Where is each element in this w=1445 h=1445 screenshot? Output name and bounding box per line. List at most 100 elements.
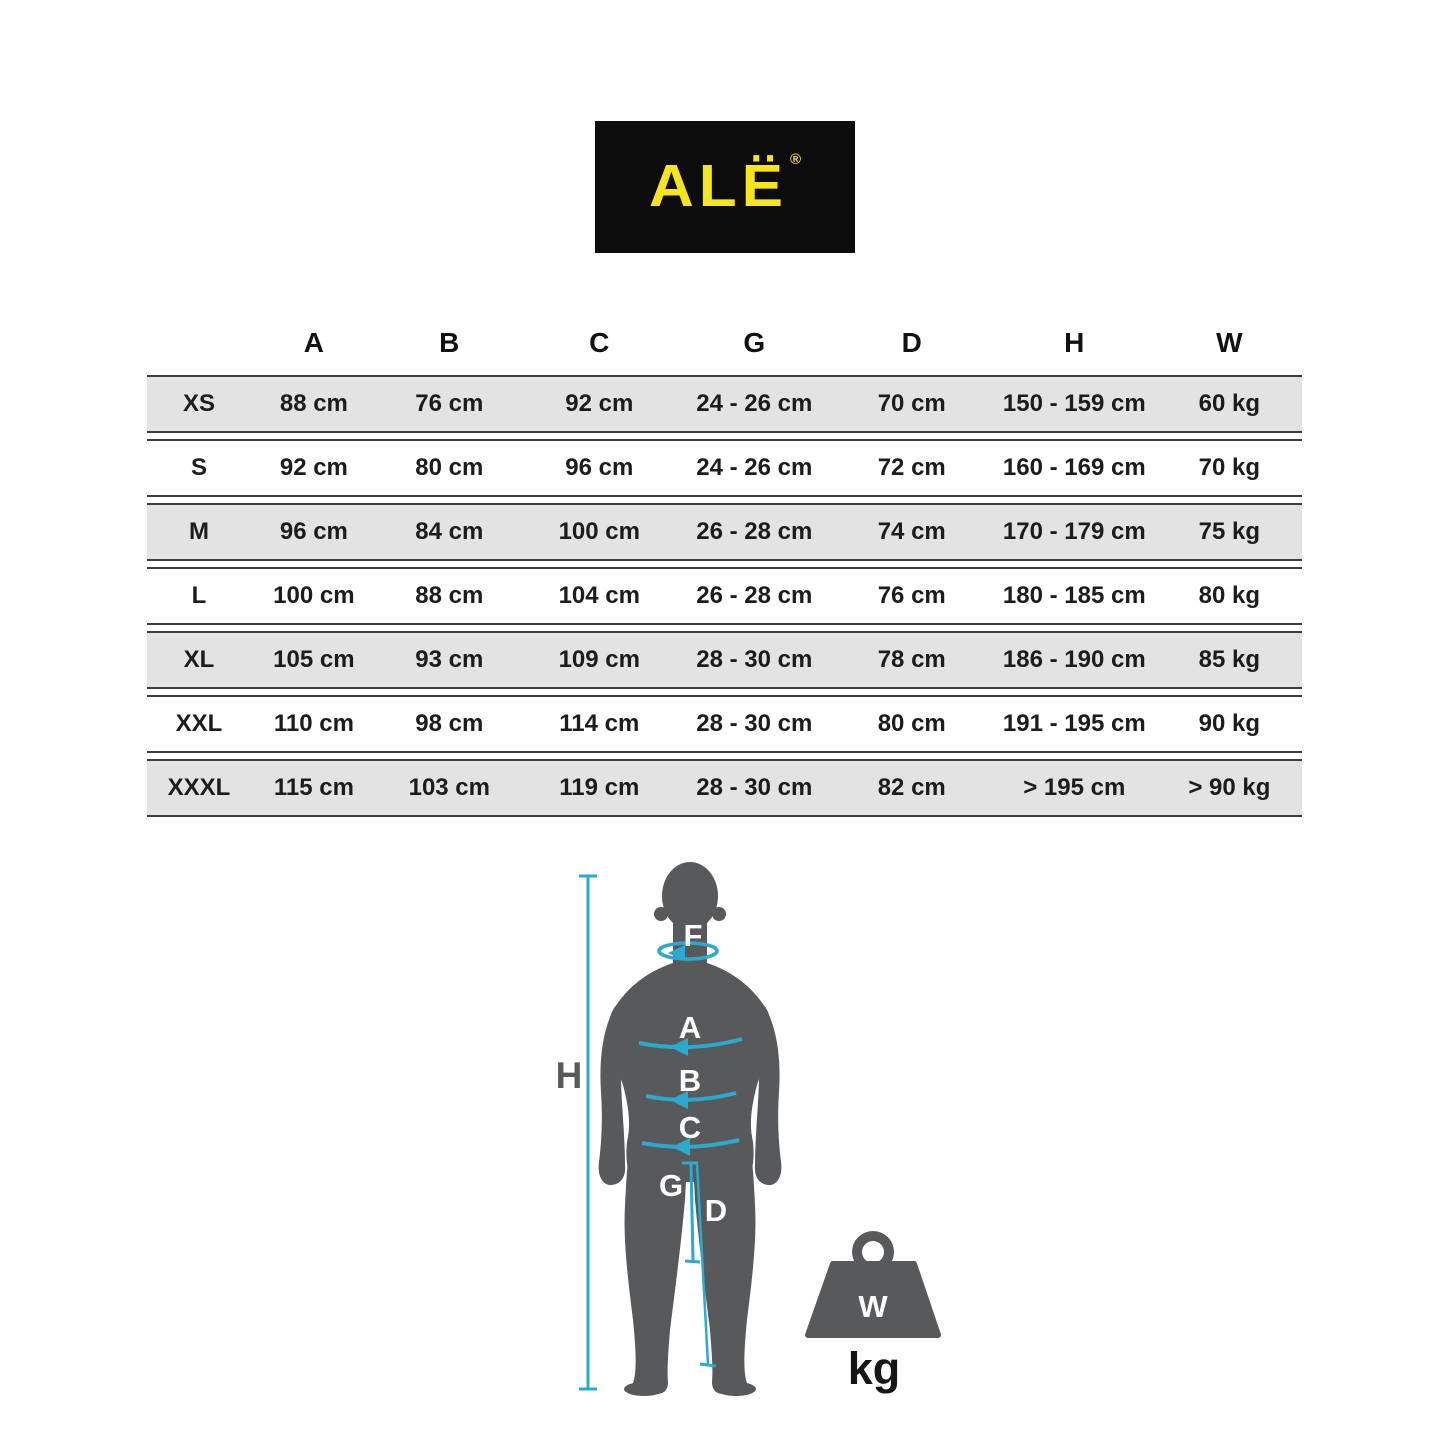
table-row: XXL 110 cm 98 cm 114 cm 28 - 30 cm 80 cm… [147,695,1302,753]
hip-line [641,1138,740,1149]
neck-label: F [684,918,703,953]
cell-h: > 195 cm [1023,774,1126,801]
weight-handle-hole [862,1241,884,1263]
measurement-marks [579,874,743,1391]
cell-h: 170 - 179 cm [1002,518,1146,545]
cell-d: 76 cm [877,582,946,609]
size-label: L [191,582,207,609]
cell-a: 88 cm [279,390,348,417]
cell-a: 105 cm [273,646,355,673]
cell-d: 82 cm [877,774,946,801]
cell-c: 119 cm [559,774,640,801]
weight-label: W [858,1289,888,1324]
cell-a: 115 cm [273,774,354,801]
cell-h: 186 - 190 cm [1002,646,1146,673]
cell-b: 76 cm [415,390,484,417]
cell-d: 74 cm [877,518,946,545]
cell-a: 110 cm [273,710,354,737]
torso [609,963,771,1182]
cell-h: 180 - 185 cm [1002,582,1146,609]
chest-label: A [679,1010,701,1045]
cell-h: 150 - 159 cm [1002,390,1146,417]
hips-label: C [679,1110,701,1145]
cell-d: 80 cm [877,710,946,737]
cell-b: 93 cm [415,646,484,673]
table-row: M 96 cm 84 cm 100 cm 26 - 28 cm 74 cm 17… [147,503,1302,561]
header-a: A [303,327,324,358]
waist-arrowhead [670,1091,688,1109]
thigh-label: G [659,1168,683,1203]
cell-w: 70 kg [1198,454,1261,481]
weight-icon: W [805,1231,941,1338]
weight-unit-label: kg [848,1343,901,1394]
cell-g: 26 - 28 cm [696,518,813,545]
waist-label: B [679,1063,701,1098]
brand-logo: ALË ® [595,121,855,253]
cell-a: 96 cm [279,518,348,545]
cell-w: 85 kg [1198,646,1261,673]
cell-c: 100 cm [558,518,640,545]
cell-c: 109 cm [558,646,640,673]
header-g: G [743,327,766,358]
chest-line [638,1037,743,1050]
size-label: XXXL [167,774,231,801]
body-silhouette [598,862,782,1396]
leg-left [624,1160,687,1394]
head [662,862,718,930]
cell-b: 98 cm [415,710,484,737]
cell-d: 72 cm [877,454,946,481]
size-label: S [190,454,207,481]
weight-body [805,1261,941,1338]
arm-right [750,1004,782,1186]
cell-a: 92 cm [279,454,348,481]
size-label: M [188,518,209,545]
cell-c: 104 cm [558,582,640,609]
cell-g: 28 - 30 cm [696,774,813,801]
header-w: W [1216,327,1243,358]
arm-left [598,1004,630,1186]
table-row: XXXL 115 cm 103 cm 119 cm 28 - 30 cm 82 … [147,759,1302,817]
foot-left [624,1382,664,1396]
leg-right [693,1160,756,1394]
size-table: A B C G D H W XS 88 cm 76 cm 92 cm 24 - … [147,318,1302,823]
cell-g: 24 - 26 cm [696,390,813,417]
chest-arrowhead [670,1038,688,1056]
table-row: S 92 cm 80 cm 96 cm 24 - 26 cm 72 cm 160… [147,439,1302,497]
cell-b: 103 cm [408,774,490,801]
cell-w: > 90 kg [1188,774,1271,801]
size-label: XS [182,390,215,417]
header-b: B [439,327,460,358]
neck-arrowhead [668,945,685,961]
cell-a: 100 cm [273,582,355,609]
foot-right [716,1382,756,1396]
inseam-label: D [705,1193,727,1228]
hip-arrowhead [672,1138,690,1156]
cell-w: 75 kg [1198,518,1261,545]
header-c: C [589,327,610,358]
inseam-line [695,1163,710,1365]
size-label: XL [183,646,215,673]
inseam-line-cap [699,1362,717,1368]
height-label: H [556,1055,583,1096]
registered-mark: ® [789,151,802,168]
cell-w: 80 kg [1198,582,1261,609]
ear-left [654,907,668,921]
neck-measure-ring [657,941,719,961]
cell-c: 92 cm [565,390,634,417]
cell-d: 78 cm [877,646,946,673]
cell-d: 70 cm [877,390,946,417]
cell-g: 28 - 30 cm [696,646,813,673]
table-row: L 100 cm 88 cm 104 cm 26 - 28 cm 76 cm 1… [147,567,1302,625]
cell-h: 160 - 169 cm [1002,454,1146,481]
cell-b: 80 cm [415,454,484,481]
size-label: XXL [175,710,223,737]
table-header-row: A B C G D H W [147,318,1302,368]
table-row: XL 105 cm 93 cm 109 cm 28 - 30 cm 78 cm … [147,631,1302,689]
thigh-line [689,1163,695,1262]
ear-right [712,907,726,921]
cell-c: 114 cm [559,710,640,737]
cell-w: 90 kg [1198,710,1261,737]
cell-c: 96 cm [565,454,634,481]
cell-g: 24 - 26 cm [696,454,813,481]
